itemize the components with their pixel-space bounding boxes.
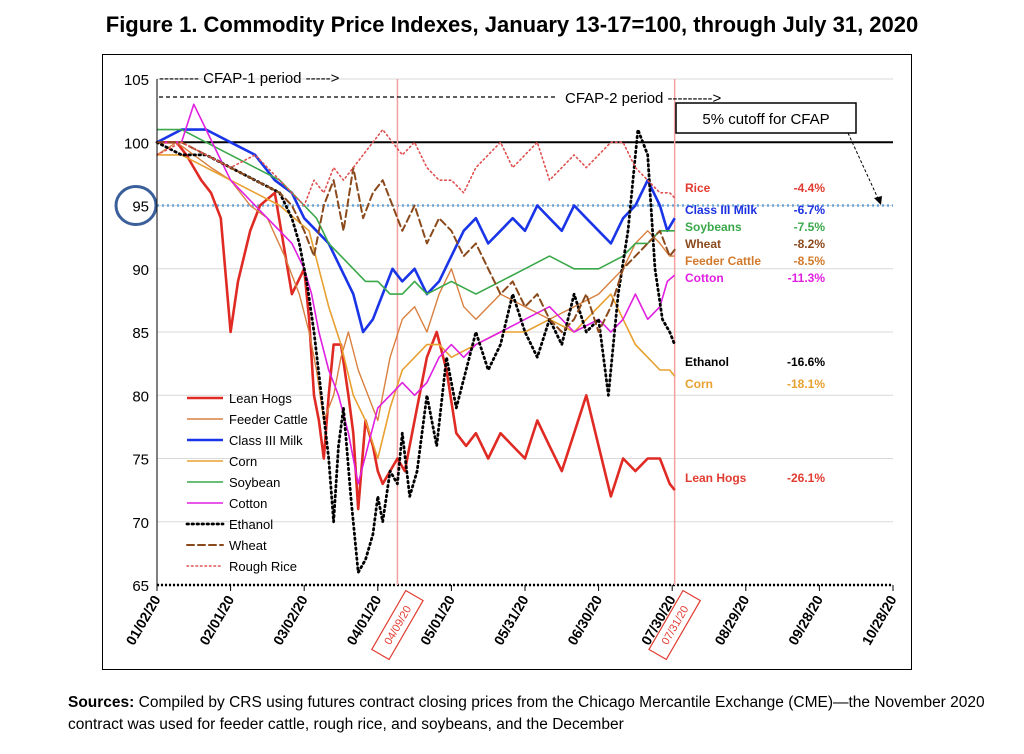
cutoff-arrowhead xyxy=(874,196,882,205)
y-tick-label: 105 xyxy=(124,72,149,89)
series-line-wheat xyxy=(156,141,676,333)
sources-text: Compiled by CRS using futures contract c… xyxy=(68,694,985,733)
x-tick-label: 08/29/20 xyxy=(711,592,752,647)
annotation-name: Cotton xyxy=(685,271,724,285)
date-marker-frame xyxy=(370,589,424,661)
y-tick-label: 75 xyxy=(132,452,149,469)
series-line-soybean xyxy=(157,128,675,295)
annotation-change: -8.5% xyxy=(794,254,826,268)
annotation-change: -16.6% xyxy=(787,355,825,369)
x-tick-label: 02/01/20 xyxy=(196,592,237,647)
annotation-change: -8.2% xyxy=(794,237,826,251)
y-tick-label: 70 xyxy=(132,515,149,532)
annotation-name: Ethanol xyxy=(685,355,729,369)
chart-frame: 65 70 75 80 85 90 95 100 105 01/02/20 02/01/20 03/0… xyxy=(102,54,912,670)
series-line-feeder-cattle xyxy=(156,141,675,422)
legend-label: Lean Hogs xyxy=(229,391,292,406)
y-tick-label: 100 xyxy=(124,135,149,152)
y-tick-label: 80 xyxy=(132,388,149,405)
legend-label: Rough Rice xyxy=(229,559,297,574)
annotation-name: Corn xyxy=(685,377,713,391)
series-line-cotton xyxy=(157,103,676,485)
legend-label: Feeder Cattle xyxy=(229,412,308,427)
series-line-ethanol xyxy=(155,128,677,574)
y-tick-label: 90 xyxy=(132,262,149,279)
commodity-price-chart: 65 70 75 80 85 90 95 100 105 01/02/20 02/01/20 03/0… xyxy=(114,70,900,661)
cfap1-period-label: -------- CFAP-1 period -----> xyxy=(159,70,340,87)
sources-note: Sources: Compiled by CRS using futures c… xyxy=(68,692,988,736)
cutoff-arrow xyxy=(847,132,882,206)
legend-label: Class III Milk xyxy=(229,433,303,448)
annotation-change: -4.4% xyxy=(794,181,826,195)
date-marker-frame xyxy=(648,589,702,661)
x-tick-label: 03/02/20 xyxy=(270,592,311,647)
series-line-lean-hogs xyxy=(157,141,676,511)
x-tick-label: 01/02/20 xyxy=(122,592,163,647)
annotation-name: Feeder Cattle xyxy=(685,254,761,268)
y-tick-label: 65 xyxy=(132,578,149,595)
x-tick-label: 09/28/20 xyxy=(785,592,826,647)
y-tick-label: 85 xyxy=(132,325,149,342)
annotation-name: Soybeans xyxy=(685,220,742,234)
annotation-name: Wheat xyxy=(685,237,721,251)
x-tick-label: 06/30/20 xyxy=(564,592,605,647)
annotation-name: Class III Milk xyxy=(685,203,757,217)
series-line-corn xyxy=(157,154,676,460)
annotation-change: -7.5% xyxy=(794,220,826,234)
annotation-change: -26.1% xyxy=(787,471,825,485)
annotation-name: Rice xyxy=(685,181,711,195)
circle-highlight xyxy=(114,185,158,226)
x-tick-label: 05/31/20 xyxy=(490,592,531,647)
series-line-class-iii-milk xyxy=(156,128,676,334)
cutoff-box-label: 5% cutoff for CFAP xyxy=(702,111,829,128)
annotation-change: -6.7% xyxy=(794,203,826,217)
legend-label: Ethanol xyxy=(229,517,273,532)
annotation-name: Lean Hogs xyxy=(685,471,747,485)
cutoff-box xyxy=(675,102,857,134)
x-tick-label: 10/28/20 xyxy=(858,592,899,647)
legend-label: Wheat xyxy=(229,538,267,553)
sources-label: Sources: xyxy=(68,694,135,711)
legend-label: Corn xyxy=(229,454,257,469)
annotation-change: -18.1% xyxy=(787,377,825,391)
annotation-change: -11.3% xyxy=(788,271,826,285)
legend-label: Cotton xyxy=(229,496,267,511)
legend-label: Soybean xyxy=(229,475,280,490)
figure-title: Figure 1. Commodity Price Indexes, Janua… xyxy=(105,12,919,37)
y-tick-label: 95 xyxy=(132,199,149,216)
series-line-rough-rice xyxy=(156,128,676,207)
